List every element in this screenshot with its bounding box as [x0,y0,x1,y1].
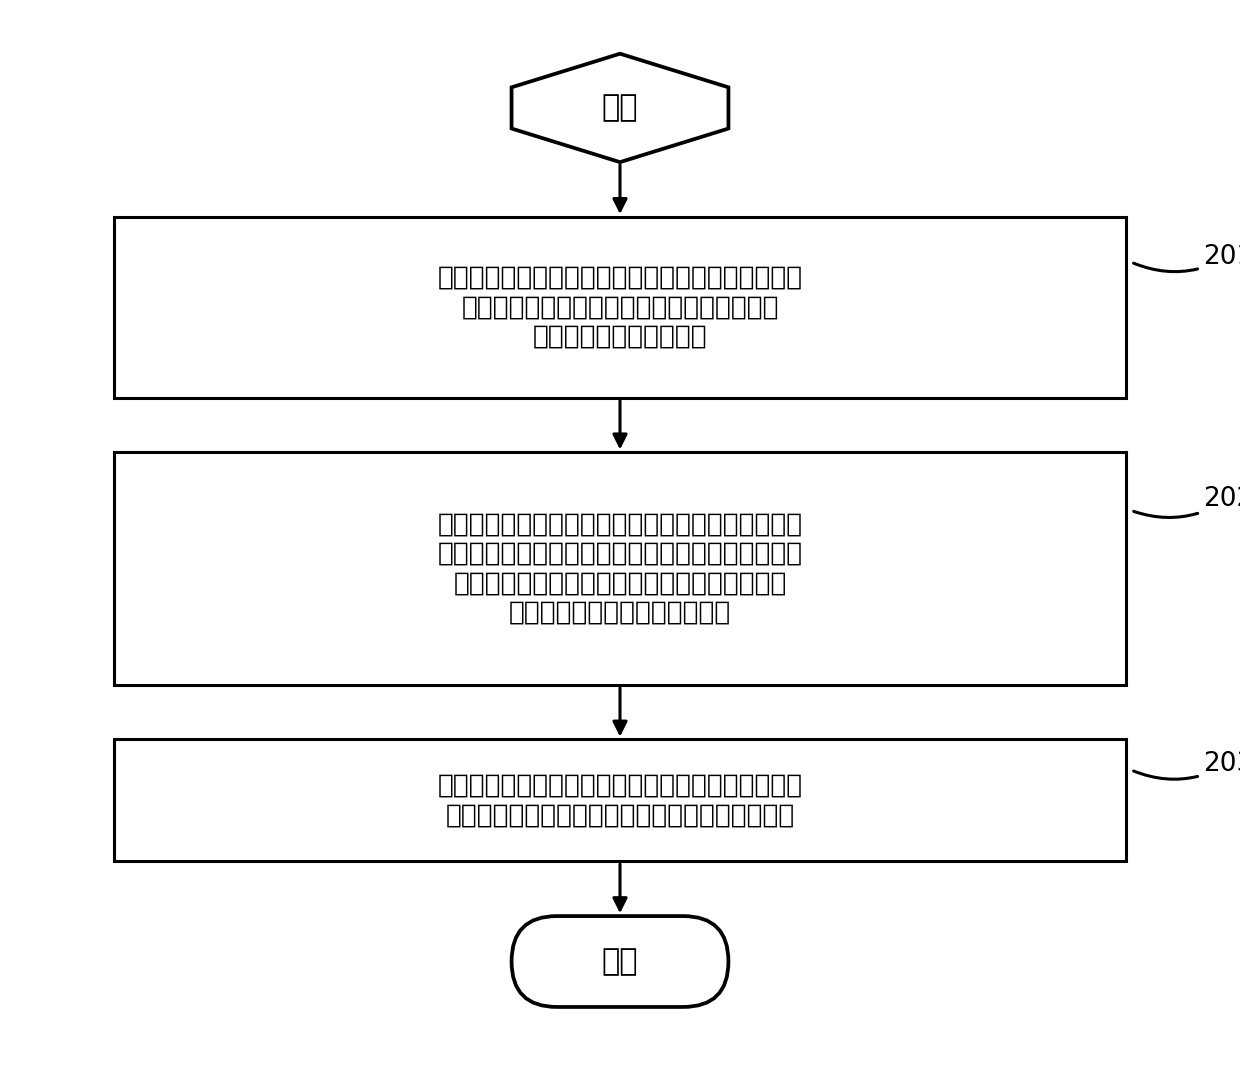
Text: 201: 201 [1133,243,1240,272]
Text: 载终端返回的与所述监测请求对应的车辆运行数据: 载终端返回的与所述监测请求对应的车辆运行数据 [445,802,795,828]
Text: 202: 202 [1133,486,1240,517]
Text: 203: 203 [1133,751,1240,780]
Text: 向所述目标车载终端发送监测请求，接收所述目标车: 向所述目标车载终端发送监测请求，接收所述目标车 [438,772,802,799]
Bar [114,452,1126,684]
Text: 目标车载终端建立无线通信连接；其中，所述第一指: 目标车载终端建立无线通信连接；其中，所述第一指 [438,541,802,567]
Text: 向服务器发送连接请求信息，其中，所述连接请求信: 向服务器发送连接请求信息，其中，所述连接请求信 [438,265,802,291]
Text: 示信息用于指示所述监测终端的身份信息与所述: 示信息用于指示所述监测终端的身份信息与所述 [454,570,786,597]
Text: 息包括所述监测终端的身份信息和请求连接的: 息包括所述监测终端的身份信息和请求连接的 [461,295,779,320]
Polygon shape [512,54,728,162]
FancyBboxPatch shape [512,916,728,1007]
Bar [114,739,1126,861]
Text: 开始: 开始 [601,93,639,122]
Text: 目标车载终端的标识信息相匹配: 目标车载终端的标识信息相匹配 [508,600,732,625]
Text: 目标车载终端的标识信息: 目标车载终端的标识信息 [533,323,707,350]
Text: 在接收到所述服务器返回的第一指示信息后，与所述: 在接收到所述服务器返回的第一指示信息后，与所述 [438,511,802,538]
Text: 结束: 结束 [601,947,639,976]
Bar [114,217,1126,397]
